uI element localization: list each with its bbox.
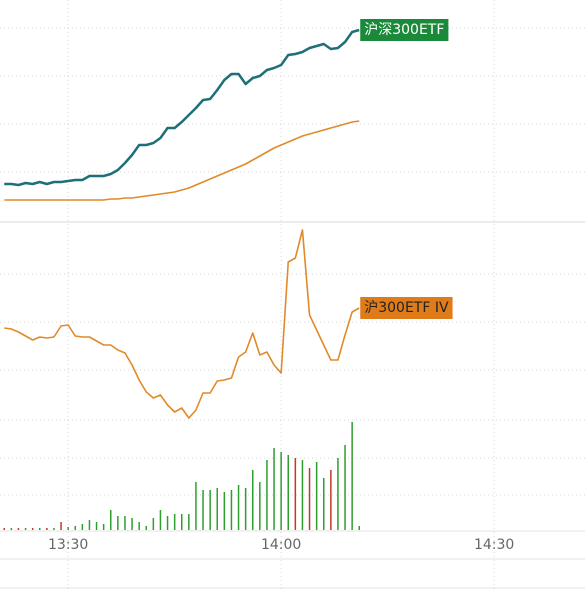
tag-box (360, 19, 449, 41)
bar (39, 528, 41, 530)
bar (330, 470, 332, 530)
x-tick-label: 13:30 (48, 537, 88, 553)
bar (24, 528, 27, 530)
bar (322, 478, 325, 530)
bar (337, 458, 339, 530)
x-tick-label: 14:00 (261, 537, 301, 553)
bar (244, 488, 247, 530)
bar (301, 460, 304, 530)
bar (195, 482, 197, 530)
bar (202, 490, 204, 530)
line (4, 229, 360, 419)
bar (266, 460, 268, 530)
bar (216, 488, 218, 530)
bar (159, 510, 162, 530)
bar (173, 514, 176, 530)
bar (3, 528, 6, 530)
bar (344, 445, 346, 530)
bar (145, 526, 147, 530)
bar (188, 514, 190, 530)
bar (81, 524, 84, 530)
legend-label: 沪深300ETF (364, 22, 444, 38)
series-tag: 沪300ETF IV (360, 297, 453, 319)
bar (209, 490, 211, 530)
tag-box (360, 297, 453, 319)
bar (351, 422, 353, 530)
bar (131, 518, 133, 530)
bar (102, 524, 105, 530)
bar (273, 448, 275, 530)
legend-label: 沪300ETF IV (364, 300, 449, 316)
bar (251, 470, 254, 530)
bar (287, 455, 289, 530)
bar (230, 490, 233, 530)
bar (180, 514, 183, 530)
bar (223, 492, 226, 530)
bar (10, 528, 13, 530)
bar (31, 528, 34, 530)
line (4, 120, 360, 201)
bar (53, 528, 55, 530)
bar (294, 458, 297, 530)
bar (46, 528, 48, 530)
bar (358, 526, 360, 530)
bar (152, 518, 155, 530)
x-tick-label: 14:30 (474, 537, 514, 553)
bar (259, 482, 261, 530)
bar (60, 522, 62, 530)
line (4, 28, 360, 187)
bar (17, 528, 20, 530)
bar (74, 526, 77, 530)
bar (308, 468, 311, 530)
bar (95, 522, 98, 530)
bar (117, 516, 119, 530)
bar (237, 485, 240, 530)
bar (138, 522, 140, 530)
bar (110, 510, 112, 530)
bar (166, 516, 169, 530)
bar (315, 462, 318, 530)
h-grid (0, 27, 585, 496)
bar (124, 516, 126, 530)
series-tag: 沪深300ETF (360, 19, 449, 41)
bar (280, 452, 282, 530)
bar (88, 520, 91, 530)
bar (67, 527, 69, 530)
